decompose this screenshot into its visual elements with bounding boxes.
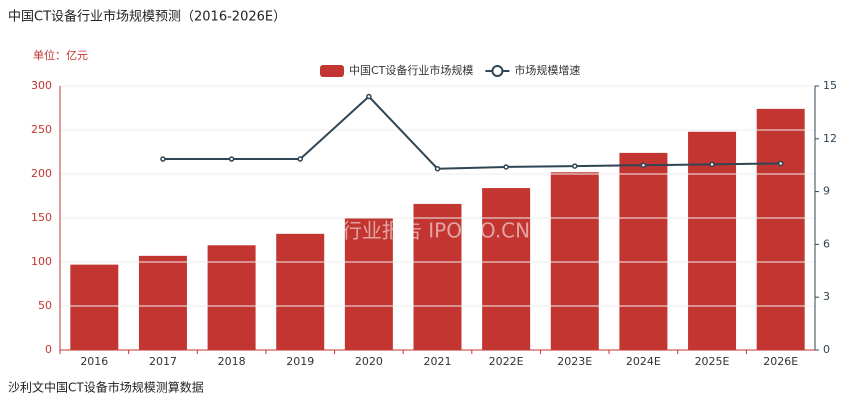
line-point (572, 163, 578, 169)
x-tick-label: 2025E (695, 355, 730, 368)
watermark: 行业报告 IPOIPO.CN (342, 219, 530, 243)
y-tick-label: 100 (31, 255, 52, 268)
bar (70, 264, 119, 350)
y-tick-label: 150 (31, 211, 52, 224)
bar (276, 233, 325, 350)
line-point (297, 156, 303, 162)
x-tick-label: 2026E (763, 355, 798, 368)
line-point (228, 156, 235, 162)
y2-tick-label: 9 (823, 185, 830, 198)
y2-tick-label: 6 (823, 237, 830, 250)
line-point (640, 162, 647, 168)
line-point (366, 93, 372, 100)
x-tick-label: 2019 (286, 355, 314, 368)
bar (413, 203, 462, 350)
bar (207, 245, 256, 350)
line (162, 95, 781, 170)
y2-tick-label: 15 (823, 79, 837, 92)
legend-swatch (320, 65, 344, 77)
x-tick-label: 2020 (355, 355, 383, 368)
bar (344, 218, 393, 350)
y-tick-label: 200 (31, 167, 52, 180)
line-point (777, 160, 784, 167)
y-tick-label: 50 (38, 299, 52, 312)
bar (619, 152, 668, 350)
line-point (709, 161, 715, 168)
source-note: 沙利文中国CT设备市场规模测算数据 (8, 380, 204, 395)
bar (756, 108, 805, 350)
y-tick-label: 300 (31, 79, 52, 92)
unit-label: 单位：亿元 (33, 48, 88, 62)
y-tick-label: 250 (31, 123, 52, 136)
y2-tick-label: 12 (823, 132, 837, 145)
legend-label: 市场规模增速 (514, 63, 580, 77)
legend-label: 中国CT设备行业市场规模 (349, 63, 473, 77)
x-tick-label: 2016 (80, 355, 108, 368)
x-tick-label: 2022E (489, 355, 524, 368)
bar (482, 188, 531, 350)
line-point (434, 165, 441, 172)
x-tick-label: 2018 (218, 355, 246, 368)
y-tick-label: 0 (45, 343, 52, 356)
bar (550, 172, 599, 350)
x-tick-label: 2023E (557, 355, 592, 368)
bar (138, 255, 187, 350)
chart-title: 中国CT设备行业市场规模预测（2016-2026E） (8, 9, 286, 25)
x-tick-label: 2017 (149, 355, 177, 368)
bar (688, 131, 737, 350)
y2-tick-label: 0 (823, 343, 830, 356)
legend-swatch (491, 65, 504, 77)
line-point (503, 164, 509, 170)
x-tick-label: 2024E (626, 355, 661, 368)
line-point (160, 156, 166, 162)
y2-tick-label: 3 (823, 290, 830, 303)
x-tick-label: 2021 (424, 355, 452, 368)
